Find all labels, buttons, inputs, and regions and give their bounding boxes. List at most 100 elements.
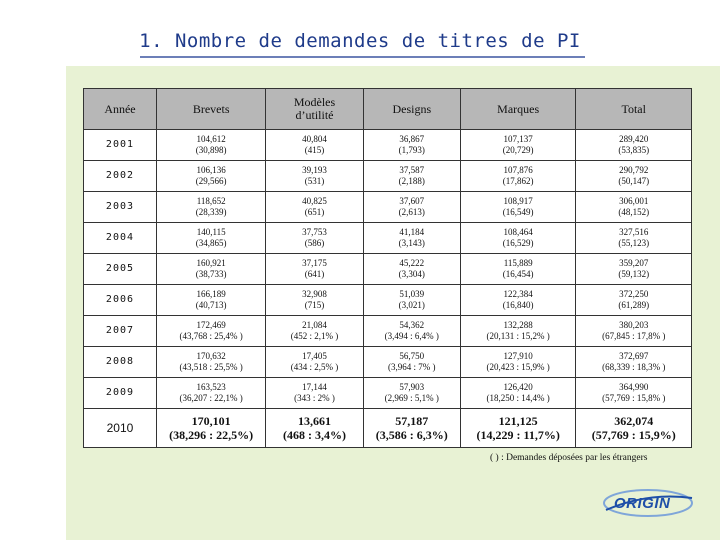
foreign-value: (16,840) (502, 299, 534, 310)
designs-cell: 56,750 (3,964 : 7% ) (362, 345, 461, 378)
designs-cell: 41,184 (3,143) (362, 221, 461, 254)
foreign-value: (29,566) (195, 175, 227, 186)
brevets-cell: 160,921 (38,733) (155, 252, 267, 285)
total-value: 170,632 (196, 350, 226, 361)
year-cell: 2010 (83, 407, 157, 449)
designs-cell: 45,222 (3,304) (362, 252, 461, 285)
table-row: 2005 160,921 (38,733) 37,175 (641) 45,222 (3,3… (83, 252, 692, 285)
total-value: 37,753 (302, 226, 327, 237)
brevets-cell: 106,136 (29,566) (155, 159, 267, 192)
year-cell: 2003 (83, 190, 157, 223)
title-underline (140, 56, 585, 58)
table-row: 2001 104,612 (30,898) 40,804 (415) 36,867 (1,7… (83, 129, 692, 161)
slide-title: 1. Nombre de demandes de titres de PI (139, 30, 581, 52)
designs-cell: 57,903 (2,969 : 5,1% ) (362, 376, 461, 409)
year-cell: 2001 (83, 129, 157, 161)
brevets-cell: 170,632 (43,518 : 25,5% ) (155, 345, 267, 378)
total-value: 41,184 (399, 226, 425, 237)
foreign-value: (1,793) (398, 144, 425, 155)
foreign-value: (68,339 : 18,3% ) (602, 361, 666, 372)
foreign-value: (3,964 : 7% ) (388, 361, 436, 372)
foreign-value: (28,339) (195, 206, 227, 217)
designs-cell: 36,867 (1,793) (362, 129, 461, 161)
origin-logo-swoosh-icon (603, 489, 693, 517)
total-cell: 327,516 (55,123) (575, 221, 692, 254)
foreign-value: (452 : 2,1% ) (290, 330, 339, 341)
foreign-value: (53,835) (618, 144, 650, 155)
year-cell: 2009 (83, 376, 157, 409)
foreign-value: (20,423 : 15,9% ) (486, 361, 550, 372)
brevets-cell: 118,652 (28,339) (155, 190, 267, 223)
foreign-value: (40,713) (195, 299, 227, 310)
foreign-value: (14,229 : 11,7%) (476, 427, 560, 442)
marques-cell: 107,876 (17,862) (459, 159, 577, 192)
total-value: 170,101 (191, 413, 231, 428)
foreign-value: (3,586 : 6,3%) (375, 427, 448, 442)
year-cell: 2007 (83, 314, 157, 347)
total-value: 36,867 (399, 133, 425, 144)
total-value: 160,921 (196, 257, 226, 268)
table-row: 2010 170,101 (38,296 : 22,5%) 13,661 (468 : … (83, 407, 692, 449)
foreign-value: (30,898) (195, 144, 227, 155)
total-value: 108,464 (503, 226, 533, 237)
designs-cell: 51,039 (3,021) (362, 283, 461, 316)
table-row: 2006 166,189 (40,713) 32,908 (715) 51,039 (3,0… (83, 283, 692, 316)
foreign-value: (43,518 : 25,5% ) (179, 361, 243, 372)
marques-cell: 108,917 (16,549) (459, 190, 577, 223)
foreign-value: (34,865) (195, 237, 227, 248)
brevets-cell: 140,115 (34,865) (155, 221, 267, 254)
foreign-value: (48,152) (618, 206, 650, 217)
designs-cell: 57,187 (3,586 : 6,3%) (362, 407, 461, 449)
foreign-value: (43,768 : 25,4% ) (179, 330, 243, 341)
foreign-value: (3,143) (398, 237, 425, 248)
modeles-utilite-cell: 37,753 (586) (265, 221, 364, 254)
brevets-cell: 104,612 (30,898) (155, 129, 267, 161)
year-cell: 2008 (83, 345, 157, 378)
brevets-cell: 163,523 (36,207 : 22,1% ) (155, 376, 267, 409)
year-cell: 2006 (83, 283, 157, 316)
total-value: 118,652 (196, 195, 226, 206)
designs-cell: 37,587 (2,188) (362, 159, 461, 192)
total-value: 40,825 (302, 195, 327, 206)
modeles-utilite-cell: 40,825 (651) (265, 190, 364, 223)
foreign-value: (59,132) (618, 268, 650, 279)
total-value: 166,189 (196, 288, 226, 299)
total-value: 372,697 (619, 350, 649, 361)
year-cell: 2005 (83, 252, 157, 285)
foreign-value: (61,289) (618, 299, 650, 310)
modeles-utilite-cell: 37,175 (641) (265, 252, 364, 285)
foreign-value: (715) (304, 299, 325, 310)
foreign-value: (38,733) (195, 268, 227, 279)
total-value: 107,876 (503, 164, 533, 175)
modeles-utilite-cell: 40,804 (415) (265, 129, 364, 161)
table-row: 2002 106,136 (29,566) 39,193 (531) 37,587 (2,1… (83, 159, 692, 192)
total-cell: 359,207 (59,132) (575, 252, 692, 285)
total-value: 108,917 (503, 195, 533, 206)
foreign-value: (16,549) (502, 206, 534, 217)
foreign-value: (17,862) (502, 175, 534, 186)
marques-cell: 121,125 (14,229 : 11,7%) (459, 407, 577, 449)
foreign-value: (57,769 : 15,8% ) (602, 392, 666, 403)
year-cell: 2004 (83, 221, 157, 254)
total-value: 54,362 (399, 319, 425, 330)
foreign-value: (20,729) (502, 144, 534, 155)
modeles-utilite-cell: 39,193 (531) (265, 159, 364, 192)
total-value: 45,222 (399, 257, 425, 268)
total-value: 107,137 (503, 133, 533, 144)
origin-logo-text: ORIGIN (614, 495, 671, 512)
total-value: 56,750 (399, 350, 425, 361)
brevets-cell: 166,189 (40,713) (155, 283, 267, 316)
table-header-row: Année Brevets Modèles d’utilité Designs … (83, 88, 692, 130)
total-cell: 364,990 (57,769 : 15,8% ) (575, 376, 692, 409)
total-value: 132,288 (503, 319, 533, 330)
table-row: 2009 163,523 (36,207 : 22,1% ) 17,144 (343 :… (83, 376, 692, 409)
total-cell: 380,203 (67,845 : 17,8% ) (575, 314, 692, 347)
modeles-utilite-cell: 13,661 (468 : 3,4%) (265, 407, 364, 449)
left-margin (0, 66, 66, 540)
total-value: 362,074 (614, 413, 654, 428)
modeles-utilite-cell: 17,144 (343 : 2% ) (265, 376, 364, 409)
total-value: 140,115 (196, 226, 226, 237)
foreign-value: (3,304) (398, 268, 425, 279)
foreign-value: (2,188) (398, 175, 425, 186)
total-value: 289,420 (619, 133, 649, 144)
